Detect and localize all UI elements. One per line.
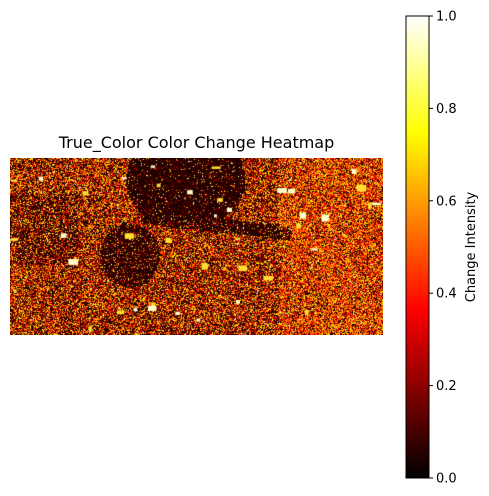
colorbar-gradient: [405, 15, 430, 479]
colorbar-tick-label: 0.0: [436, 472, 457, 487]
heatmap-image: [10, 158, 383, 335]
colorbar-tick-label: 1.0: [436, 10, 457, 25]
colorbar-tick-label: 0.4: [436, 287, 457, 302]
colorbar-ticks: 0.0 0.2 0.4 0.6 0.8 1.0: [429, 10, 457, 487]
colorbar: 0.0 0.2 0.4 0.6 0.8 1.0 Change Intensity: [405, 10, 479, 487]
colorbar-tick-label: 0.8: [436, 102, 457, 117]
colorbar-tick-label: 0.6: [436, 194, 457, 209]
colorbar-tick-label: 0.2: [436, 379, 457, 394]
colorbar-label: Change Intensity: [464, 191, 479, 302]
chart-title: True_Color Color Change Heatmap: [58, 133, 335, 152]
